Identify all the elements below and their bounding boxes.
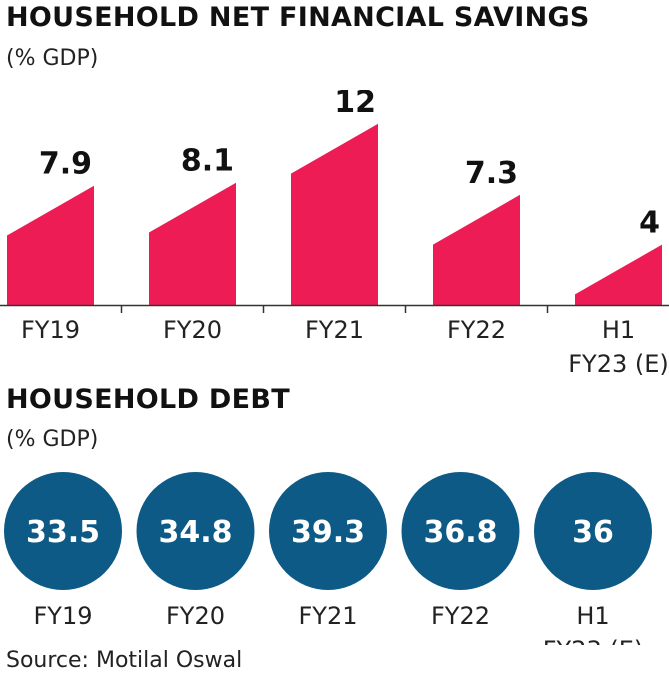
debt-bubble-chart: 33.5 FY19 34.8 FY20 39.3 FY21 36.8 FY22 36 H1 FY23… [4, 472, 652, 645]
savings-value-label: 7.3 [465, 156, 518, 191]
savings-bar [7, 185, 94, 305]
debt-bubble [269, 472, 387, 590]
source-note: Source: Motilal Oswal [6, 648, 243, 673]
debt-bubble [136, 472, 255, 590]
debt-category-label: FY23 (E) [543, 636, 644, 645]
savings-category-label: FY20 [163, 316, 222, 344]
debt-value-label: 33.5 [26, 515, 100, 550]
savings-category-label: H1 [602, 316, 635, 344]
debt-bubble [534, 472, 652, 590]
savings-bar [291, 123, 378, 305]
savings-bar [149, 182, 236, 305]
savings-bar [433, 194, 520, 305]
savings-category-label: FY21 [305, 316, 364, 344]
debt-category-label: FY21 [298, 602, 357, 630]
debt-category-label: FY19 [33, 602, 92, 630]
debt-value-label: 36 [572, 515, 614, 550]
savings-category-label: FY22 [447, 316, 506, 344]
savings-value-label: 12 [334, 90, 376, 120]
savings-value-label: 4 [639, 206, 660, 241]
savings-category-label: FY23 (E) [568, 350, 669, 378]
savings-unit-label: (% GDP) [6, 46, 99, 71]
debt-category-label: FY20 [166, 602, 225, 630]
debt-unit-label: (% GDP) [6, 427, 99, 452]
savings-value-label: 8.1 [181, 144, 234, 179]
savings-category-label: FY19 [21, 316, 80, 344]
debt-chart-title: HOUSEHOLD DEBT [6, 384, 290, 415]
savings-bar-chart: 7.9 FY19 8.1 FY20 12 FY21 7.3 FY22 4 H1 FY23 (E) [0, 90, 669, 378]
debt-category-label: FY22 [431, 602, 490, 630]
debt-value-label: 36.8 [423, 515, 497, 550]
debt-value-label: 34.8 [158, 515, 232, 550]
debt-category-label: H1 [576, 602, 609, 630]
debt-value-label: 39.3 [291, 515, 365, 550]
debt-bubble [401, 472, 520, 590]
savings-value-label: 7.9 [39, 147, 92, 182]
savings-chart-title: HOUSEHOLD NET FINANCIAL SAVINGS [6, 2, 590, 33]
debt-bubble [4, 472, 122, 590]
savings-bar [575, 244, 662, 305]
